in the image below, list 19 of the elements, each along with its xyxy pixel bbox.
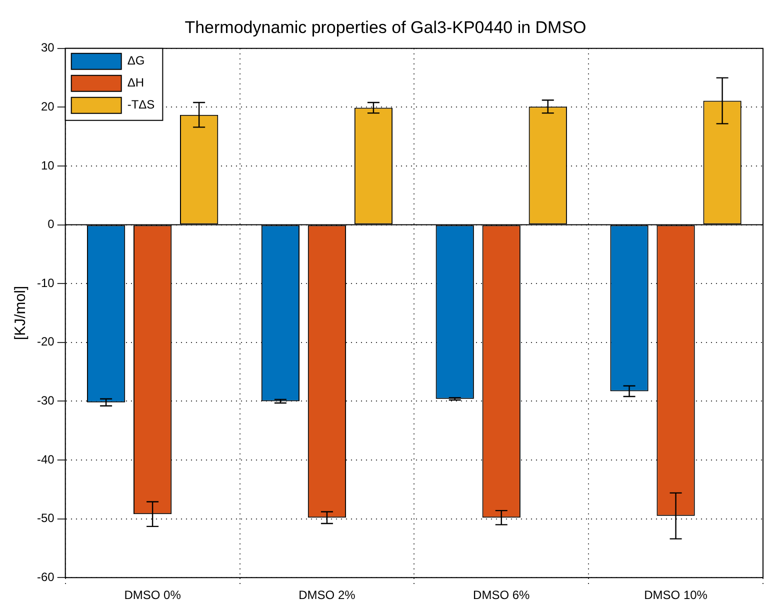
x-tick-label: DMSO 6% (473, 588, 530, 602)
y-tick-label: -60 (37, 570, 55, 584)
y-tick-label: -30 (37, 394, 55, 408)
y-tick-label: -10 (37, 276, 55, 290)
y-tick-label: 0 (48, 217, 55, 232)
x-tick-label: DMSO 10% (644, 588, 708, 602)
legend-label: ΔG (127, 54, 145, 68)
y-tick-label: -20 (37, 334, 55, 349)
chart-title: Thermodynamic properties of Gal3-KP0440 in DMSO (184, 18, 586, 37)
y-tick-label: 30 (40, 40, 55, 55)
y-tick-label: -50 (37, 511, 55, 526)
legend-label: ΔH (127, 76, 144, 90)
y-tick-label: -40 (37, 452, 55, 466)
x-tick-label: DMSO 0% (124, 588, 182, 602)
x-tick-label: DMSO 2% (298, 588, 356, 602)
y-tick-label: 20 (40, 100, 55, 114)
legend-label: -TΔS (127, 98, 155, 112)
y-axis-title: [KJ/mol] (12, 286, 30, 340)
y-tick-label: 10 (40, 158, 55, 172)
